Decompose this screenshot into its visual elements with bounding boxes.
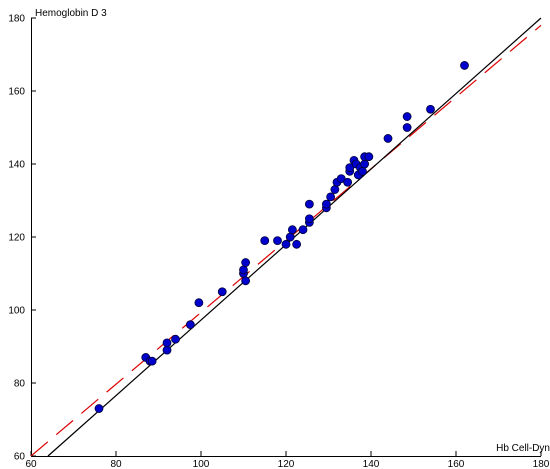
x-tick-label: 60 — [25, 459, 37, 469]
data-point — [194, 298, 204, 308]
y-axis-title: Hemoglobin D 3 — [35, 8, 107, 19]
y-tick-label: 160 — [8, 87, 25, 98]
data-point — [217, 287, 227, 297]
data-point — [402, 123, 412, 132]
y-tick-label: 80 — [14, 379, 26, 390]
data-point — [239, 265, 248, 275]
data-point — [426, 104, 435, 114]
data-point — [304, 214, 314, 224]
data-point — [241, 276, 251, 286]
data-point — [304, 199, 314, 209]
data-points — [94, 61, 469, 413]
data-point — [358, 166, 367, 176]
data-point — [343, 177, 353, 187]
data-point — [281, 239, 291, 249]
y-ticks: 60 80 100 120 140 160 180 — [8, 14, 36, 463]
y-tick-label: 100 — [8, 306, 25, 317]
data-point — [162, 345, 172, 355]
x-tick-label: 120 — [278, 459, 295, 469]
data-point — [321, 199, 331, 209]
data-point — [273, 236, 282, 246]
y-tick-label: 120 — [8, 233, 25, 244]
x-tick-label: 180 — [533, 459, 550, 469]
data-point — [292, 239, 302, 249]
data-point — [383, 134, 393, 143]
x-tick-label: 160 — [448, 459, 465, 469]
data-point — [162, 338, 172, 348]
x-tick-label: 80 — [110, 459, 122, 469]
y-tick-label: 180 — [8, 14, 25, 25]
data-point — [360, 159, 370, 169]
x-tick-label: 100 — [193, 459, 210, 469]
data-point — [260, 236, 270, 246]
data-point — [285, 232, 295, 242]
data-point — [241, 258, 251, 267]
y-tick-label: 140 — [8, 160, 25, 171]
data-point — [330, 185, 340, 194]
x-ticks: 60 80 100 120 140 160 180 — [25, 451, 550, 469]
data-point — [94, 404, 104, 413]
data-point — [171, 334, 180, 344]
data-point — [298, 225, 308, 235]
data-point — [460, 61, 469, 70]
x-axis-title: Hb Cell-Dyn — [496, 443, 550, 454]
data-point — [402, 112, 412, 121]
data-point — [364, 152, 374, 162]
y-tick-label: 60 — [14, 452, 26, 463]
data-point — [287, 225, 297, 235]
data-point — [147, 356, 157, 366]
data-point — [326, 192, 336, 202]
x-tick-label: 140 — [363, 459, 380, 469]
data-point — [185, 320, 195, 330]
